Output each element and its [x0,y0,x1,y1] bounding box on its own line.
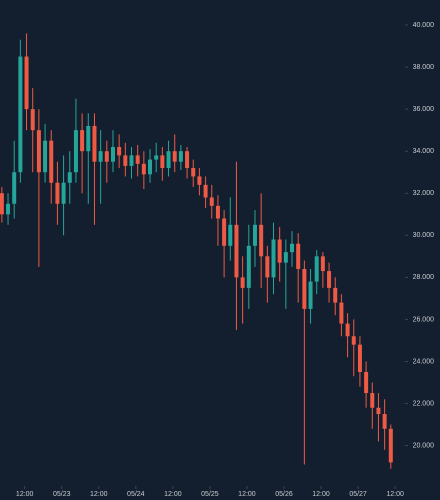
candle-body [80,130,85,152]
candle-body [24,56,29,110]
candle-body [30,109,35,131]
candle-body [246,245,251,288]
candle-body [123,155,128,166]
candle-body [364,372,369,394]
candle-body [18,56,23,173]
candle-body [234,224,239,278]
y-tick-label: 30.000 [413,232,435,239]
y-tick-label: 34.000 [413,148,435,155]
candle-body [222,218,227,246]
candle-body [320,256,325,272]
candle-body [327,271,332,288]
candle-body [277,239,282,263]
y-tick-label: 22.000 [413,400,435,407]
candle-body [203,184,208,198]
candle-body [345,323,350,337]
candle-body [129,155,134,166]
candle-body [259,224,264,257]
candle-body [0,193,4,215]
x-tick-label: 12:00 [238,491,256,498]
candle-body [388,428,393,463]
candle-body [73,130,78,173]
candle-body [86,125,91,152]
candle-body [61,182,66,204]
x-tick-label: 12:00 [16,491,34,498]
candle-body [36,130,41,173]
candle-body [148,159,153,175]
x-tick-label: 12:00 [312,491,330,498]
x-tick-label: 12:00 [164,491,182,498]
candle-body [339,302,344,324]
candle-body [283,252,288,263]
candle-body [314,256,319,282]
candle-body [135,155,140,164]
x-tick-label: 12:00 [90,491,108,498]
y-tick-label: 20.000 [413,442,435,449]
candle-body [67,172,72,183]
candle-body [104,151,109,162]
candle-body [252,224,257,246]
candle-body [296,243,301,269]
candle-body [290,243,295,253]
candle-body [185,151,190,169]
y-tick-label: 40.000 [413,22,435,29]
candle-body [209,197,214,206]
x-tick-label: 12:00 [386,491,404,498]
candle-body [6,203,11,215]
candle-body [172,151,177,162]
candle-body [382,414,387,429]
candle-body [333,287,338,303]
candle-body [191,168,196,177]
candle-body [92,125,97,162]
candle-body [197,176,202,185]
candle-body [370,393,375,408]
y-tick-label: 28.000 [413,274,435,281]
candle-body [12,172,17,204]
candle-body [308,281,313,309]
candle-body [178,151,183,162]
y-tick-label: 26.000 [413,316,435,323]
candle-body [376,407,381,415]
candle-body [166,151,171,169]
y-tick-label: 24.000 [413,358,435,365]
candle-body [240,277,245,288]
candle-body [98,151,103,162]
candle-body [357,344,362,373]
y-tick-label: 36.000 [413,106,435,113]
candle-body [160,155,165,169]
candle-body [271,239,276,278]
candle-body [228,224,233,246]
candle-body [110,146,115,162]
candle-body [215,205,220,219]
candle-body [117,146,122,156]
candle-body [351,336,356,345]
y-tick-label: 32.000 [413,190,435,197]
candle-body [265,256,270,278]
x-tick-label: 05/23 [53,491,71,498]
x-tick-label: 05/27 [349,491,367,498]
candle-body [302,268,307,309]
candle-body [55,182,60,204]
candle-body [154,155,159,160]
candle-body [43,140,48,173]
x-tick-label: 05/25 [201,491,219,498]
candle-body [141,163,146,175]
x-tick-label: 05/26 [275,491,293,498]
y-tick-label: 38.000 [413,64,435,71]
x-tick-label: 05/24 [127,491,145,498]
candle-body [49,140,54,183]
